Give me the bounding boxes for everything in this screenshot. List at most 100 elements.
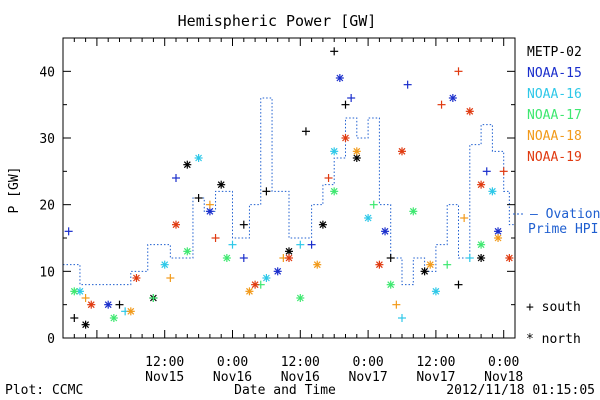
- point-stroke-d2: [421, 267, 429, 275]
- point-stroke-d2: [330, 147, 338, 155]
- data-point-south: [149, 294, 158, 302]
- data-point-north: [409, 207, 418, 216]
- data-point-south: [301, 127, 310, 136]
- legend-entry: NOAA-15: [527, 66, 582, 81]
- point-stroke-d2: [127, 307, 135, 315]
- point-stroke-d2: [488, 187, 496, 195]
- point-stroke-d2: [313, 261, 321, 269]
- data-point-north: [477, 254, 486, 262]
- data-point-south: [64, 227, 73, 236]
- data-point-north: [318, 220, 327, 229]
- point-stroke-d2: [432, 287, 440, 295]
- point-stroke-d2: [183, 247, 191, 255]
- point-stroke-d2: [336, 74, 344, 82]
- point-stroke-d2: [398, 147, 406, 155]
- data-point-south: [166, 274, 175, 282]
- point-stroke-d2: [505, 254, 513, 262]
- data-point-south: [437, 100, 446, 109]
- data-point-north: [341, 134, 350, 142]
- x-tick-label-time: 12:00: [281, 355, 320, 370]
- point-stroke-d2: [353, 147, 361, 155]
- footer-left: Plot: CCMC: [5, 383, 83, 398]
- data-point-north: [296, 294, 305, 302]
- data-point-south: [115, 300, 124, 309]
- data-point-north: [217, 180, 226, 189]
- data-point-south: [239, 254, 248, 262]
- point-stroke-d2: [161, 261, 169, 269]
- y-tick-label: 30: [39, 132, 55, 147]
- point-stroke-d2: [246, 287, 253, 295]
- data-point-north: [183, 247, 192, 256]
- point-stroke-d2: [195, 154, 203, 162]
- data-point-north: [160, 260, 169, 269]
- data-point-north: [352, 147, 361, 156]
- legend-entry: NOAA-19: [527, 150, 582, 165]
- data-point-north: [126, 307, 135, 316]
- point-stroke-d2: [217, 181, 225, 189]
- data-points: [64, 47, 514, 329]
- data-point-north: [81, 320, 90, 329]
- point-stroke-d2: [477, 254, 485, 262]
- point-stroke-d2: [87, 301, 95, 309]
- data-point-south: [386, 254, 395, 262]
- data-point-north: [477, 240, 486, 249]
- x-tick-label-date: Nov16: [213, 370, 252, 385]
- data-point-north: [335, 74, 344, 82]
- point-stroke-d2: [262, 274, 270, 282]
- point-stroke-d2: [104, 301, 112, 309]
- data-point-south: [454, 67, 463, 76]
- data-point-south: [81, 294, 90, 302]
- data-point-north: [352, 154, 361, 162]
- point-stroke-d2: [387, 281, 395, 289]
- ovation-label-line2: Prime HPI: [528, 222, 598, 237]
- data-point-north: [330, 147, 339, 156]
- point-stroke-d2: [426, 261, 434, 269]
- point-stroke-d2: [477, 241, 485, 249]
- point-stroke-d2: [274, 267, 282, 275]
- x-tick-label-time: 0:00: [352, 355, 383, 370]
- x-axis-label: Date and Time: [234, 383, 336, 398]
- data-point-south: [443, 260, 452, 269]
- y-tick-label: 10: [39, 265, 55, 280]
- data-point-north: [426, 260, 435, 269]
- point-stroke-d2: [296, 294, 304, 302]
- point-stroke-d2: [110, 314, 118, 322]
- data-point-south: [460, 214, 469, 222]
- data-point-north: [285, 247, 293, 256]
- x-tick-label-date: Nov17: [349, 370, 388, 385]
- data-point-north: [505, 254, 514, 262]
- data-point-south: [398, 314, 406, 322]
- data-point-north: [273, 267, 282, 276]
- data-point-north: [330, 187, 339, 196]
- point-stroke-d2: [319, 221, 327, 229]
- point-stroke-d2: [381, 227, 389, 235]
- legend-entry: NOAA-16: [527, 87, 582, 102]
- data-point-north: [87, 300, 96, 309]
- point-stroke-d2: [70, 287, 78, 295]
- data-point-north: [477, 180, 486, 189]
- data-point-north: [448, 94, 457, 102]
- y-axis: 0 10 20 30 40: [39, 37, 515, 347]
- data-point-north: [313, 260, 322, 269]
- data-point-north: [262, 274, 271, 282]
- data-point-south: [211, 234, 220, 242]
- legend-entry: NOAA-18: [527, 129, 582, 144]
- data-point-south: [307, 240, 316, 249]
- x-tick-label-time: 0:00: [217, 355, 248, 370]
- point-stroke-d2: [330, 187, 338, 195]
- data-point-north: [194, 154, 203, 162]
- data-point-south: [239, 220, 248, 229]
- data-point-north: [494, 234, 503, 242]
- data-point-south: [454, 280, 463, 289]
- point-stroke-d2: [494, 227, 502, 235]
- chart-title: Hemispheric Power [GW]: [178, 12, 377, 30]
- data-point-north: [285, 254, 293, 262]
- data-point-north: [109, 314, 118, 322]
- data-point-north: [488, 187, 497, 196]
- x-tick-label-date: Nov17: [416, 370, 455, 385]
- point-stroke-d2: [183, 161, 191, 169]
- point-stroke-d2: [449, 94, 457, 102]
- data-point-south: [403, 80, 412, 89]
- data-point-north: [70, 287, 79, 296]
